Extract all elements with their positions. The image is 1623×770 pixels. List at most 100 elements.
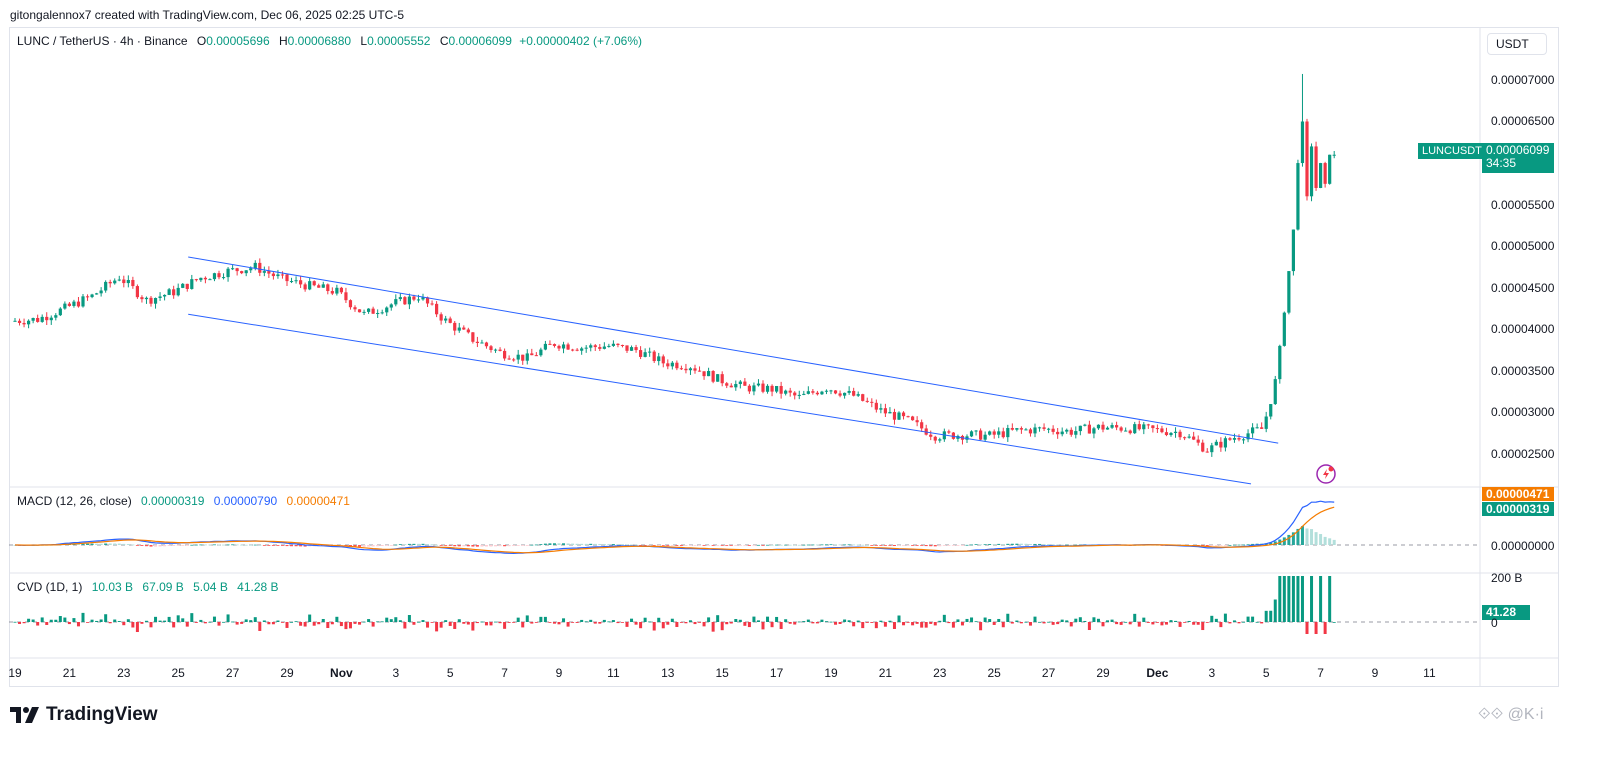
candle-body [13,320,17,322]
cvd-bar [108,622,112,624]
candle-body [1042,427,1046,429]
cvd-bar [611,620,615,622]
candle-body [45,316,49,321]
macd-histogram-bar [743,545,747,546]
candle-body [988,431,992,435]
candle-body [36,318,40,322]
candle-body [892,411,897,420]
time-tick: 9 [555,666,563,680]
time-tick: 5 [1262,666,1270,680]
cvd-value-1: 10.03 B [91,580,134,594]
cvd-bar [1242,621,1246,623]
candle-body [498,349,502,351]
candle-body [294,280,298,282]
candle-body [1169,432,1173,436]
candle-body [326,284,330,292]
time-tick: 21 [878,666,893,680]
time-tick: Nov [330,666,353,680]
candle-body [104,281,108,291]
macd-histogram-bar [593,543,597,545]
cvd-bar [543,616,547,622]
macd-histogram-bar [620,544,624,545]
candle-body [1269,404,1273,417]
cvd-bar [580,619,584,622]
macd-legend[interactable]: MACD (12, 26, close) 0.00000319 0.000007… [17,494,350,508]
macd-title[interactable]: MACD (12, 26, close) [17,494,132,508]
symbol-title[interactable]: LUNC / TetherUS · 4h · Binance [17,34,188,48]
candle-body [1278,345,1282,380]
macd-histogram-bar [480,545,484,547]
candle-body [421,297,425,300]
chart-frame[interactable] [9,27,1559,687]
candle-body [371,308,375,314]
cvd-bar [1210,615,1214,622]
macd-histogram-bar [761,545,765,546]
candle-body [543,343,547,350]
candle-body [947,431,951,433]
cvd-bar [448,622,452,626]
candle-body [1006,428,1010,438]
price-legend[interactable]: LUNC / TetherUS · 4h · Binance O0.000056… [17,34,642,48]
cvd-bar [45,622,49,625]
cvd-bar [992,622,996,625]
candle-body [226,268,230,278]
cvd-bar [702,622,706,627]
macd-histogram-bar [135,545,139,546]
currency-selector[interactable]: USDT [1487,33,1547,55]
macd-histogram-bar [462,545,466,547]
cvd-bar [36,622,40,626]
cvd-bar [920,622,924,628]
macd-histogram-bar [235,544,239,546]
cvd-legend[interactable]: CVD (1D, 1) 10.03 B 67.09 B 5.04 B 41.28… [17,580,279,594]
macd-histogram-bar [512,545,516,547]
cvd-group [13,576,1336,634]
candle-body [534,355,538,357]
cvd-bar [820,619,824,622]
macd-histogram-bar [86,543,90,545]
macd-histogram-bar [589,543,593,545]
candle-body [1305,121,1309,197]
macd-histogram-bar [348,545,352,547]
cvd-bar [371,622,375,627]
candle-body [199,277,203,281]
candle-body [135,286,139,298]
alert-icon[interactable] [1316,464,1336,484]
candle-body [847,390,851,393]
time-tick: 15 [715,666,729,680]
cvd-bar [797,621,801,623]
cvd-bar [865,622,869,623]
macd-histogram-bar [897,545,901,546]
macd-histogram-bar [997,543,1001,545]
cvd-bar [72,618,76,622]
macd-histogram-bar [249,544,253,546]
macd-histogram-bar [834,544,838,546]
macd-histogram-bar [367,545,371,547]
cvd-bar [1201,622,1205,631]
channel-line-lower[interactable] [188,313,1252,485]
macd-histogram-bar [970,544,974,546]
candle-body [657,356,661,362]
macd-histogram-bar [865,544,869,546]
time-tick: 11 [1423,666,1436,680]
macd-histogram-bar [648,545,652,546]
tradingview-logo[interactable]: TradingView [10,704,158,726]
candle-body [571,349,575,351]
candle-body [1096,424,1101,429]
macd-histogram-bar [534,544,538,546]
cvd-bar [1142,617,1146,622]
cvd-bar [299,622,303,626]
macd-histogram-bar [598,544,602,545]
channel-line-upper[interactable] [188,256,1279,444]
time-tick: 27 [1041,666,1056,680]
cvd-bar [1296,576,1300,622]
candle-body [267,271,271,274]
candle-body [425,297,430,304]
cvd-bar [466,622,470,625]
macd-histogram-bar [1001,544,1005,545]
cvd-title[interactable]: CVD (1D, 1) [17,580,83,594]
time-tick: 9 [1371,666,1379,680]
cvd-bar [584,621,588,623]
macd-histogram-bar [566,543,570,545]
macd-histogram-bar [1287,534,1291,545]
